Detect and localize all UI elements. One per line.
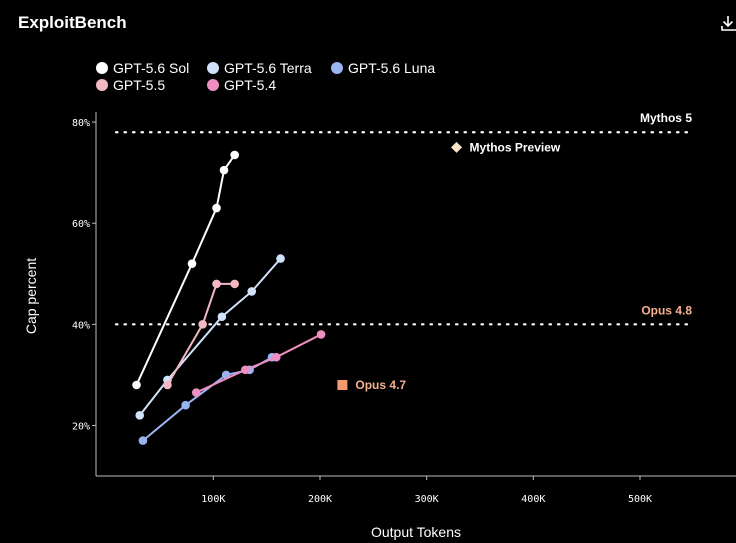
legend-swatch — [96, 62, 108, 74]
legend-item-gpt-5-5[interactable]: GPT-5.5 — [96, 77, 165, 93]
data-point — [241, 365, 250, 375]
axes: 20% 40% 60% 80% 100K 200K 300K 400K 500K Output T… — [23, 112, 736, 540]
data-point — [276, 254, 285, 263]
data-point — [271, 352, 281, 362]
series-line — [135, 154, 236, 386]
legend-item-gpt-5-6-sol[interactable]: GPT-5.6 Sol — [96, 60, 189, 76]
annotations: Mythos Preview Opus 4.7 — [337, 140, 561, 392]
y-tick-label: 40% — [72, 320, 90, 331]
legend-swatch — [207, 62, 219, 74]
reference-lines: Mythos 5 Opus 4.8 — [114, 111, 692, 326]
marker-mythos-preview — [451, 141, 463, 153]
series-gpt-5-4 — [191, 330, 326, 397]
data-point — [212, 279, 221, 289]
series-line — [166, 282, 235, 386]
series-line — [138, 257, 282, 416]
legend-swatch — [96, 79, 108, 91]
series-line — [195, 333, 322, 394]
data-point — [316, 330, 326, 339]
legend-item-gpt-5-4[interactable]: GPT-5.4 — [207, 77, 276, 93]
legend-label: GPT-5.4 — [224, 77, 277, 93]
legend-item-gpt-5-6-terra[interactable]: GPT-5.6 Terra — [207, 60, 312, 76]
y-axis-label: Cap percent — [23, 258, 39, 334]
legend-label: GPT-5.6 Luna — [348, 60, 436, 76]
series-layer — [132, 150, 326, 445]
download-button[interactable] — [720, 14, 736, 34]
reference-label-mythos-5: Mythos 5 — [640, 111, 692, 125]
download-icon — [721, 16, 736, 31]
data-point — [135, 411, 145, 420]
data-point — [191, 388, 201, 397]
data-point — [230, 279, 239, 289]
y-tick-label: 20% — [72, 421, 90, 432]
x-tick-label: 100K — [201, 494, 225, 505]
legend-label: GPT-5.6 Sol — [113, 60, 190, 76]
data-point — [163, 380, 172, 390]
data-point — [198, 320, 207, 329]
x-tick-label: 400K — [521, 494, 545, 505]
reference-label-opus-4-8: Opus 4.8 — [641, 303, 692, 317]
legend-label: GPT-5.5 — [113, 77, 166, 93]
y-tick-label: 80% — [72, 118, 90, 129]
page-title: ExploitBench — [18, 13, 127, 32]
x-tick-label: 300K — [415, 494, 439, 505]
x-tick-label: 500K — [628, 494, 652, 505]
data-point — [138, 436, 148, 445]
data-point — [247, 287, 257, 296]
legend-swatch — [207, 79, 219, 91]
data-point — [219, 165, 229, 175]
series-gpt-5-6-sol — [132, 150, 239, 390]
data-point — [187, 259, 197, 268]
legend-item-gpt-5-6-luna[interactable]: GPT-5.6 Luna — [331, 60, 435, 76]
marker-opus-4-7 — [337, 380, 348, 390]
legend-swatch — [331, 62, 343, 74]
data-point — [212, 203, 221, 213]
annotation-label-opus-4-7: Opus 4.7 — [355, 378, 406, 392]
annotation-label-mythos-preview: Mythos Preview — [470, 140, 561, 154]
legend-label: GPT-5.6 Terra — [224, 60, 312, 76]
x-axis-label: Output Tokens — [371, 524, 461, 540]
data-point — [181, 400, 190, 410]
x-tick-label: 200K — [308, 494, 332, 505]
data-point — [230, 150, 239, 160]
data-point — [217, 312, 227, 322]
series-gpt-5-5 — [163, 279, 239, 390]
y-tick-label: 60% — [72, 219, 90, 230]
data-point — [132, 380, 141, 390]
